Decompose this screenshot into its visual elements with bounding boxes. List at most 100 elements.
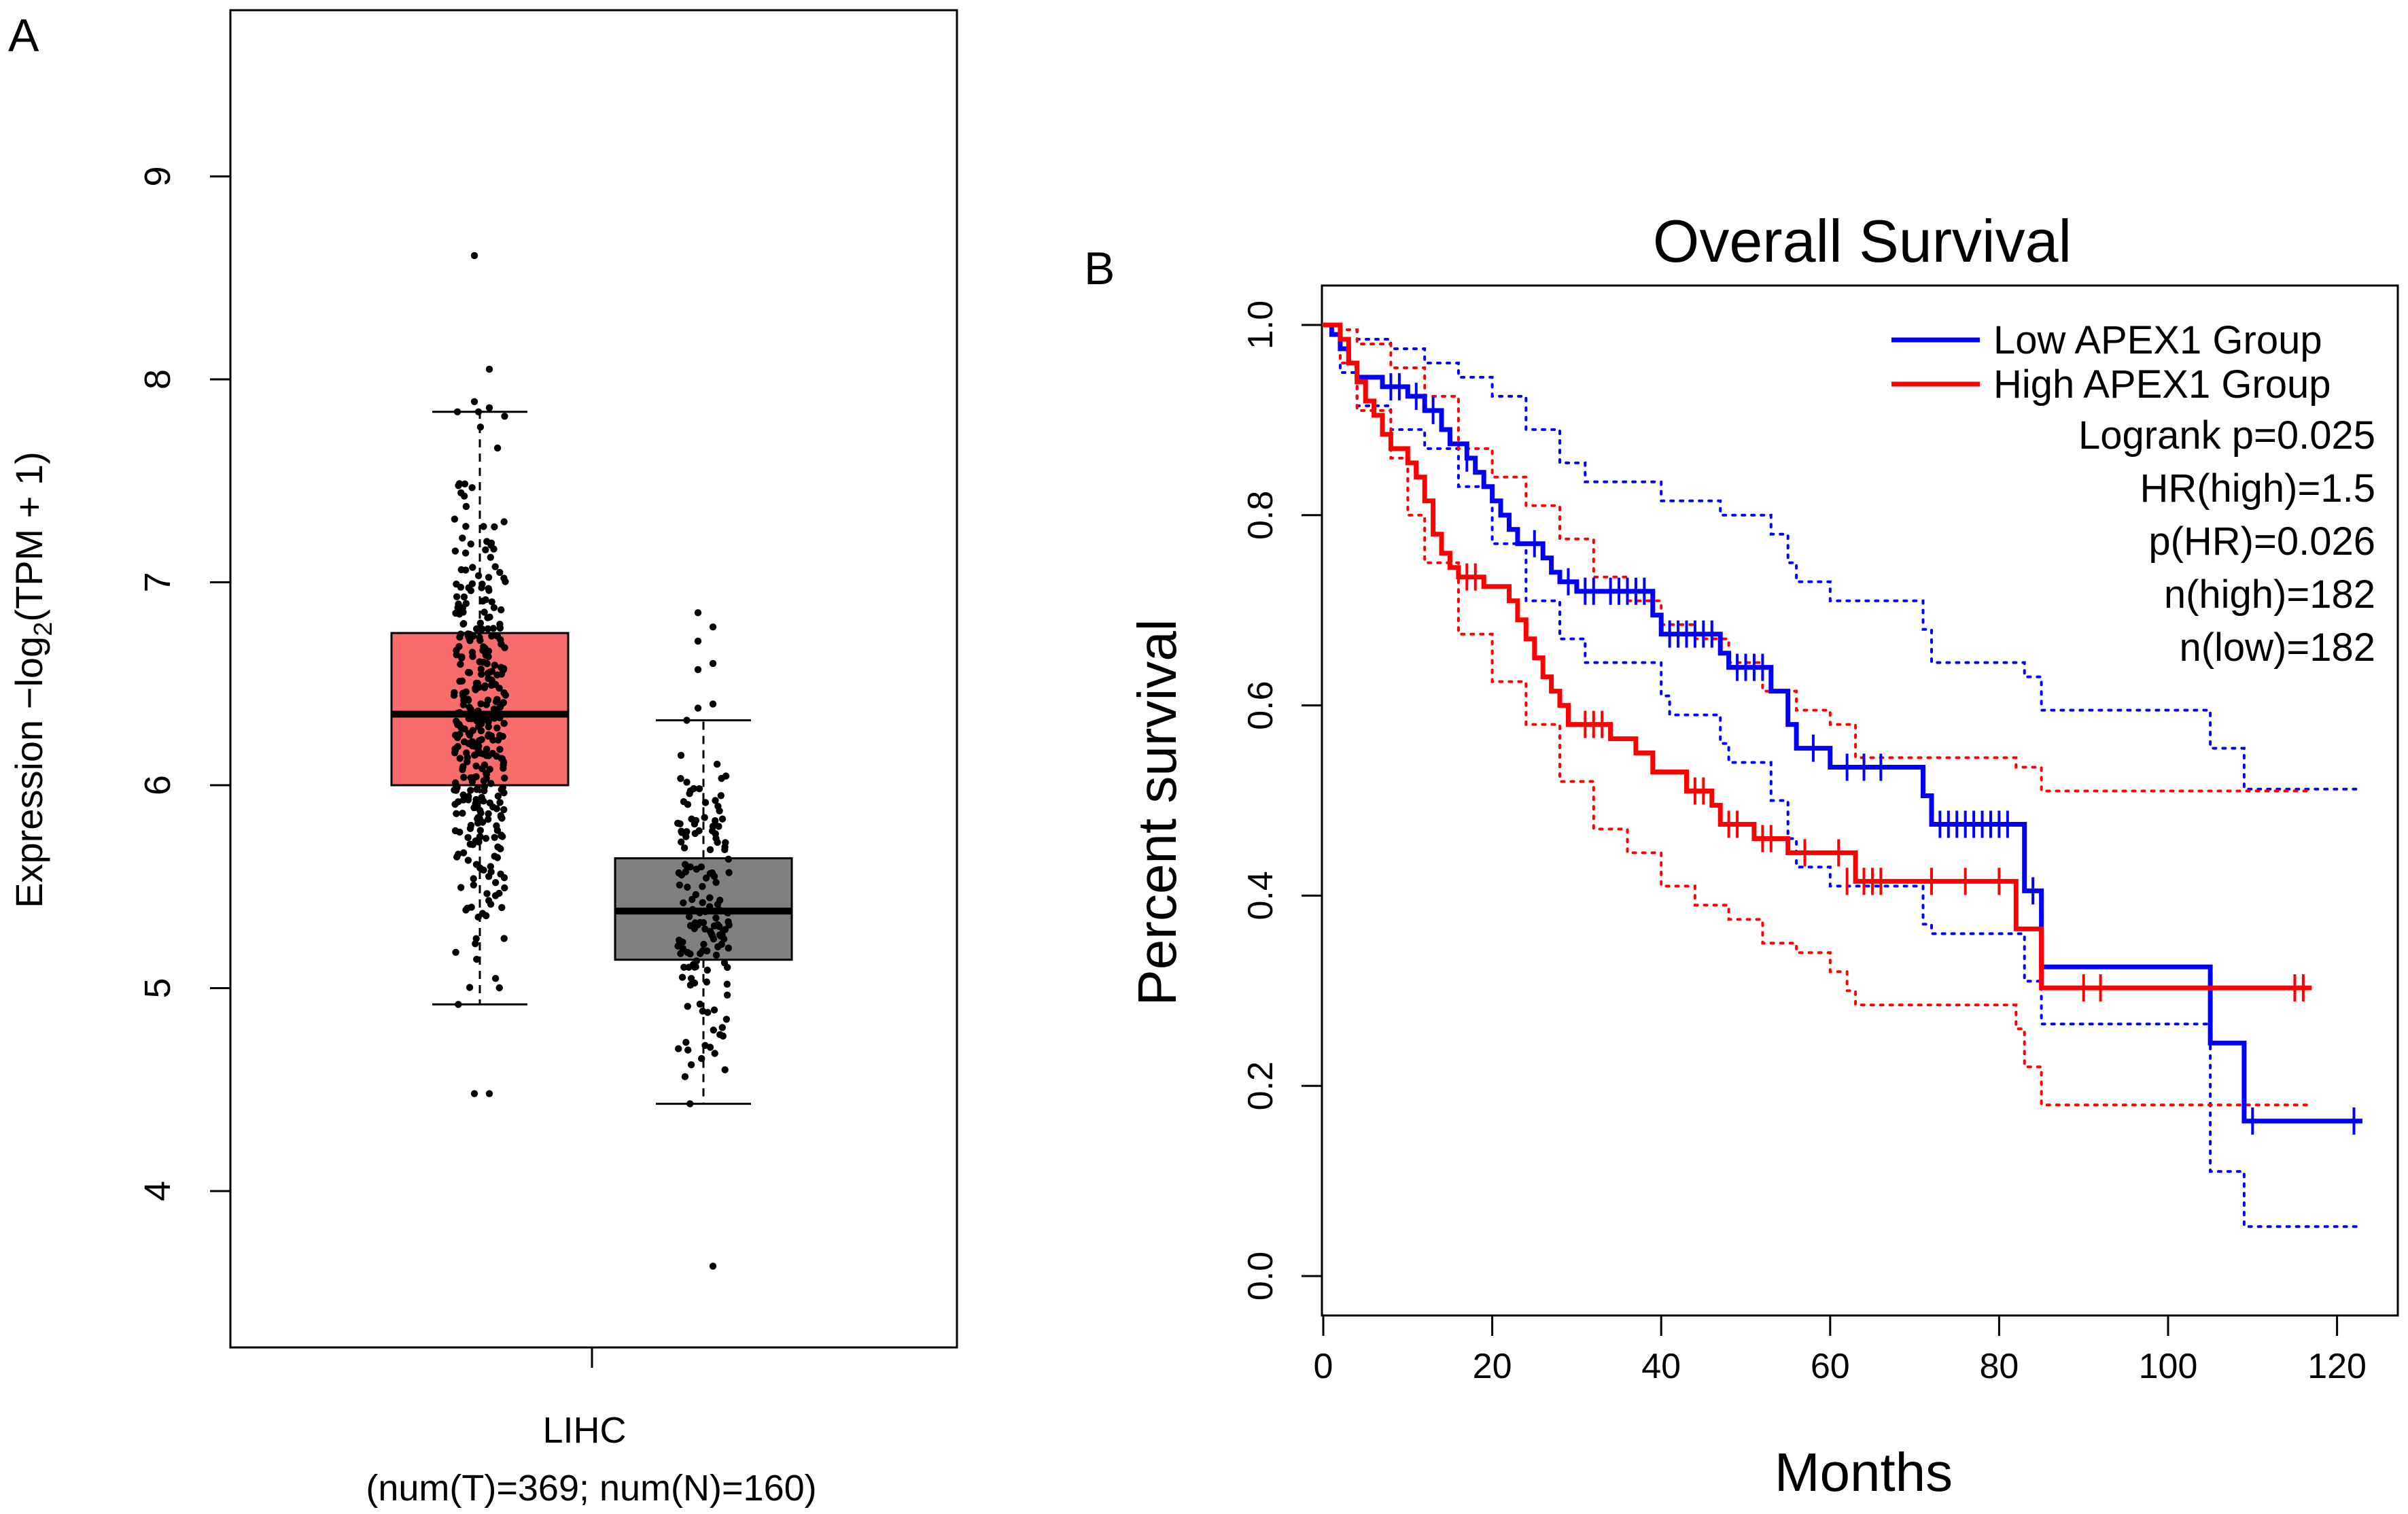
- sample-point: [459, 608, 467, 616]
- sample-point: [491, 712, 498, 721]
- sample-point: [488, 632, 495, 640]
- sample-point: [693, 865, 700, 873]
- sample-point: [472, 773, 480, 780]
- sample-point: [456, 708, 464, 717]
- sample-point: [470, 881, 477, 889]
- sample-point: [458, 654, 466, 661]
- sample-point: [682, 1039, 690, 1046]
- sample-point: [481, 783, 489, 791]
- panel-a-label: A: [8, 10, 39, 61]
- sample-point: [459, 849, 468, 857]
- sample-point: [485, 587, 493, 594]
- sample-point: [496, 568, 504, 577]
- sample-point: [460, 593, 468, 601]
- stat-logrank: Logrank p=0.025: [2078, 413, 2375, 458]
- sample-point: [470, 875, 477, 882]
- sample-point: [696, 909, 703, 916]
- sample-point: [491, 892, 500, 899]
- sample-point: [678, 838, 685, 846]
- sample-point: [475, 723, 483, 731]
- sample-point: [456, 755, 464, 762]
- panel-b-axes: 0 20 40 60 80 100 120 0.0 0.2 0.4 0.6 0.8 1.0: [1241, 300, 2367, 1386]
- panel-a-y-tick-label: 4: [137, 1181, 178, 1201]
- panel-b-label: B: [1084, 243, 1115, 294]
- panel-a-y-axis: 4 5 6 7 8 9: [137, 166, 230, 1201]
- sample-point: [476, 658, 483, 666]
- sample-point: [680, 899, 687, 907]
- sample-point: [487, 900, 495, 908]
- panel-b-legend: Low APEX1 Group High APEX1 Group Logrank…: [1891, 318, 2375, 670]
- sample-point: [688, 906, 697, 914]
- sample-point: [501, 413, 508, 420]
- sample-point: [493, 827, 502, 834]
- sample-point: [472, 679, 481, 687]
- sample-point: [723, 991, 731, 999]
- sample-point: [712, 817, 719, 825]
- sample-point: [473, 716, 481, 723]
- sample-point: [464, 857, 472, 864]
- sample-point: [725, 855, 733, 863]
- sample-point: [465, 729, 472, 738]
- sample-point: [483, 660, 491, 668]
- ci-lower-low: [1322, 324, 2364, 1228]
- sample-point: [498, 700, 506, 708]
- sample-point: [493, 695, 501, 703]
- sample-point: [691, 979, 699, 987]
- sample-point: [459, 620, 467, 628]
- sample-point: [693, 957, 701, 965]
- outlier-point: [709, 1262, 717, 1270]
- sample-point: [497, 845, 504, 853]
- sample-point: [461, 549, 470, 557]
- sample-point: [481, 761, 489, 769]
- sample-point: [493, 444, 502, 452]
- sample-point: [494, 792, 502, 800]
- sample-point: [718, 931, 726, 940]
- sample-point: [498, 814, 506, 822]
- panel-b-x-tick-label: 100: [2139, 1347, 2198, 1386]
- sample-point: [464, 833, 472, 842]
- sample-point: [480, 523, 487, 530]
- sample-point: [698, 1054, 705, 1063]
- outlier-point: [694, 609, 702, 617]
- sample-point: [489, 803, 497, 811]
- sample-point: [490, 604, 498, 611]
- sample-point: [493, 753, 500, 760]
- sample-point: [462, 502, 470, 511]
- sample-point: [500, 935, 508, 942]
- sample-point: [498, 606, 505, 614]
- sample-point: [495, 984, 503, 992]
- sample-point: [478, 625, 486, 633]
- sample-point: [704, 1009, 712, 1016]
- sample-point: [452, 732, 459, 739]
- sample-point: [476, 636, 484, 644]
- ci-upper-low: [1322, 324, 2364, 791]
- panel-b-x-tick-label: 80: [1979, 1347, 2019, 1386]
- outlier-point: [470, 398, 478, 405]
- sample-point: [712, 951, 720, 959]
- sample-point: [473, 786, 481, 793]
- sample-point: [461, 725, 468, 733]
- panel-b-x-tick-label: 0: [1314, 1347, 1333, 1386]
- sample-point: [684, 801, 692, 808]
- sample-point: [487, 863, 494, 870]
- sample-point: [482, 651, 489, 659]
- outlier-point: [694, 704, 702, 712]
- sample-point: [476, 749, 484, 757]
- sample-point: [712, 914, 720, 922]
- panel-b-plot-frame: [1321, 284, 2399, 1317]
- sample-point: [700, 940, 708, 948]
- outlier-point: [694, 666, 702, 674]
- sample-point: [485, 810, 492, 818]
- sample-point: [457, 884, 465, 891]
- sample-point: [715, 823, 722, 830]
- sample-point: [482, 546, 489, 553]
- sample-point: [499, 784, 506, 791]
- sample-point: [459, 701, 467, 708]
- sample-point: [491, 523, 498, 531]
- sample-point: [720, 959, 729, 967]
- sample-point: [491, 975, 500, 982]
- sample-point: [713, 760, 721, 768]
- sample-point: [455, 1001, 462, 1008]
- sample-point: [457, 566, 465, 574]
- sample-point: [461, 480, 469, 487]
